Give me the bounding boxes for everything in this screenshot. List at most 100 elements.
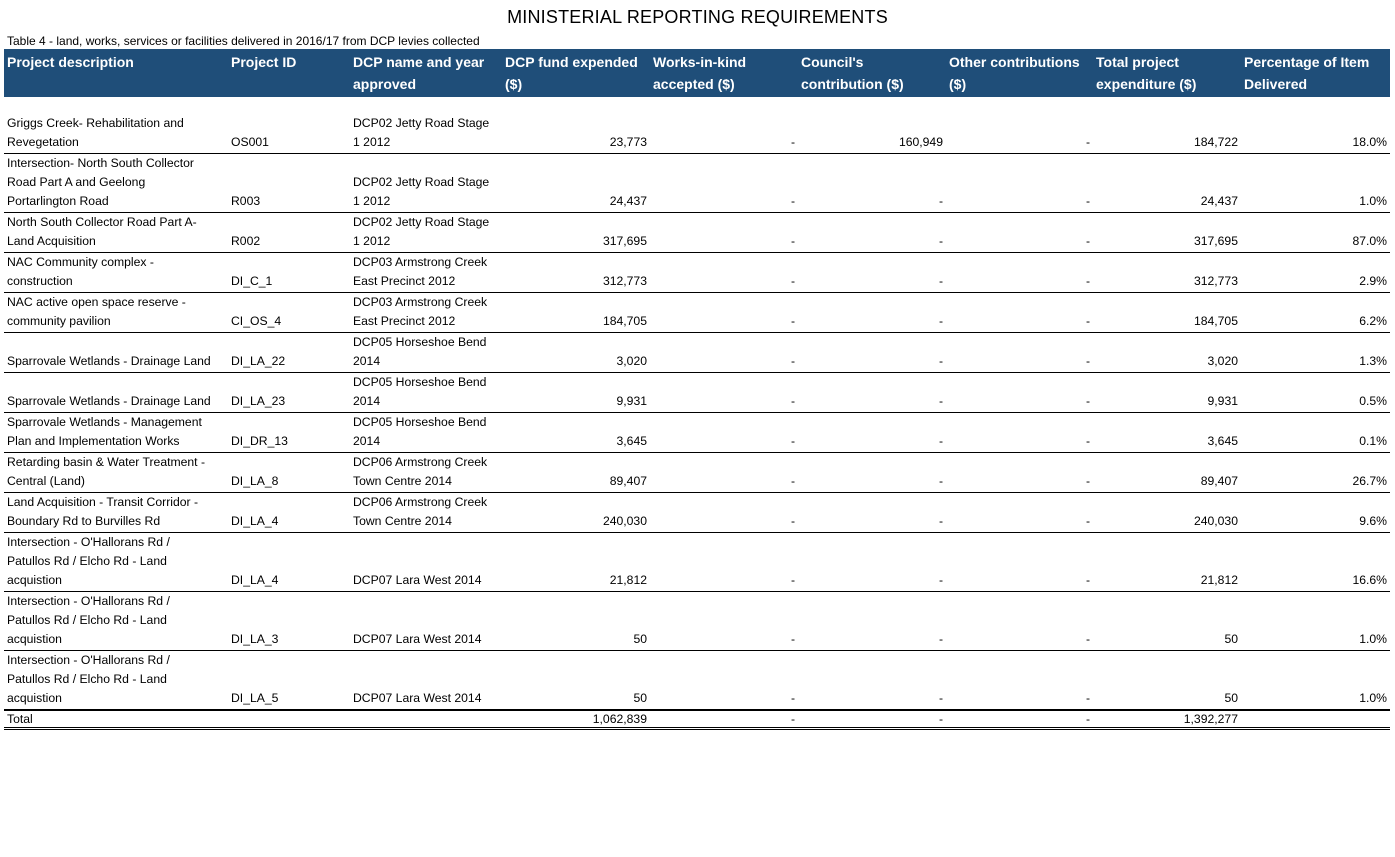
header-project-description: Project description xyxy=(4,49,228,97)
table-row: Sparrovale Wetlands - Drainage Land DI_LA… xyxy=(4,332,1390,373)
works-in-kind-cell: - xyxy=(650,532,798,592)
project-id-cell: R002 xyxy=(228,212,350,253)
table-header-row: Project description Project ID DCP name … xyxy=(4,49,1390,97)
dcp-name-cell: DCP06 Armstrong Creek Town Centre 2014 xyxy=(350,492,502,533)
dcp-fund-cell: 23,773 xyxy=(502,114,650,154)
percentage-delivered-cell: 0.1% xyxy=(1241,412,1390,453)
dcp-name-cell: DCP06 Armstrong Creek Town Centre 2014 xyxy=(350,452,502,493)
council-contribution-cell: - xyxy=(798,153,946,213)
other-contributions-cell: - xyxy=(946,153,1093,213)
total-works-in-kind-cell: - xyxy=(650,709,798,730)
header-other-contributions: Other contributions ($) xyxy=(946,49,1093,97)
total-expenditure-cell: 50 xyxy=(1093,591,1241,651)
percentage-delivered-cell: 2.9% xyxy=(1241,252,1390,293)
council-contribution-cell: - xyxy=(798,492,946,533)
table-row: Sparrovale Wetlands - Drainage Land DI_LA… xyxy=(4,372,1390,413)
dcp-fund-cell: 9,931 xyxy=(502,372,650,413)
dcp-name-cell: DCP03 Armstrong Creek East Precinct 2012 xyxy=(350,252,502,293)
project-id-cell: DI_LA_5 xyxy=(228,650,350,711)
project-id-cell: OS001 xyxy=(228,114,350,154)
project-description-cell: Griggs Creek- Rehabilitation and Revegeta… xyxy=(4,114,228,154)
project-description-cell: Sparrovale Wetlands - Management Plan and… xyxy=(4,412,228,453)
works-in-kind-cell: - xyxy=(650,650,798,711)
dcp-fund-cell: 50 xyxy=(502,591,650,651)
table-row: Intersection- North South Collector Road … xyxy=(4,153,1390,213)
works-in-kind-cell: - xyxy=(650,252,798,293)
other-contributions-cell: - xyxy=(946,492,1093,533)
report-table: Project description Project ID DCP name … xyxy=(4,49,1390,730)
total-expenditure-cell: 9,931 xyxy=(1093,372,1241,413)
dcp-fund-cell: 184,705 xyxy=(502,292,650,333)
project-description-cell: Intersection - O'Hallorans Rd / Patullos … xyxy=(4,591,228,651)
works-in-kind-cell: - xyxy=(650,591,798,651)
total-expenditure-cell: 240,030 xyxy=(1093,492,1241,533)
percentage-delivered-cell: 1.0% xyxy=(1241,153,1390,213)
other-contributions-cell: - xyxy=(946,412,1093,453)
dcp-name-cell: DCP07 Lara West 2014 xyxy=(350,591,502,651)
table-row: Intersection - O'Hallorans Rd / Patullos … xyxy=(4,532,1390,592)
total-row: Total 1,062,839- - -1,392,277 xyxy=(4,709,1390,730)
dcp-fund-cell: 50 xyxy=(502,650,650,711)
council-contribution-cell: - xyxy=(798,591,946,651)
project-id-cell: DI_LA_22 xyxy=(228,332,350,373)
dcp-name-cell: DCP05 Horseshoe Bend 2014 xyxy=(350,372,502,413)
total-empty-cell xyxy=(350,709,502,730)
dcp-name-cell: DCP05 Horseshoe Bend 2014 xyxy=(350,412,502,453)
other-contributions-cell: - xyxy=(946,591,1093,651)
total-dcp-fund-cell: 1,062,839 xyxy=(502,709,650,730)
dcp-fund-cell: 3,020 xyxy=(502,332,650,373)
dcp-name-cell: DCP07 Lara West 2014 xyxy=(350,650,502,711)
percentage-delivered-cell: 0.5% xyxy=(1241,372,1390,413)
table-row: Griggs Creek- Rehabilitation and Revegeta… xyxy=(4,114,1390,154)
project-id-cell: DI_LA_4 xyxy=(228,492,350,533)
works-in-kind-cell: - xyxy=(650,372,798,413)
dcp-name-cell: DCP07 Lara West 2014 xyxy=(350,532,502,592)
works-in-kind-cell: - xyxy=(650,412,798,453)
council-contribution-cell: - xyxy=(798,252,946,293)
dcp-fund-cell: 24,437 xyxy=(502,153,650,213)
dcp-fund-cell: 312,773 xyxy=(502,252,650,293)
project-id-cell: DI_LA_4 xyxy=(228,532,350,592)
project-id-cell: DI_DR_13 xyxy=(228,412,350,453)
table-row: Land Acquisition - Transit Corridor - Bou… xyxy=(4,492,1390,533)
header-total-expenditure: Total project expenditure ($) xyxy=(1093,49,1241,97)
percentage-delivered-cell: 26.7% xyxy=(1241,452,1390,493)
works-in-kind-cell: - xyxy=(650,153,798,213)
council-contribution-cell: 160,949 xyxy=(798,114,946,154)
project-description-cell: Retarding basin & Water Treatment - Centr… xyxy=(4,452,228,493)
header-project-id: Project ID xyxy=(228,49,350,97)
dcp-name-cell: DCP03 Armstrong Creek East Precinct 2012 xyxy=(350,292,502,333)
project-id-cell: DI_LA_8 xyxy=(228,452,350,493)
header-dcp-fund: DCP fund expended ($) xyxy=(502,49,650,97)
total-expenditure-cell: 184,705 xyxy=(1093,292,1241,333)
project-description-cell: Intersection - O'Hallorans Rd / Patullos … xyxy=(4,532,228,592)
works-in-kind-cell: - xyxy=(650,114,798,154)
project-id-cell: DI_C_1 xyxy=(228,252,350,293)
council-contribution-cell: - xyxy=(798,372,946,413)
dcp-name-cell: DCP02 Jetty Road Stage 1 2012 xyxy=(350,114,502,154)
other-contributions-cell: - xyxy=(946,372,1093,413)
other-contributions-cell: - xyxy=(946,452,1093,493)
table-body: Griggs Creek- Rehabilitation and Revegeta… xyxy=(4,97,1390,730)
project-id-cell: R003 xyxy=(228,153,350,213)
header-council-contribution: Council's contribution ($) xyxy=(798,49,946,97)
total-expenditure-cell: 1,392,277 xyxy=(1093,709,1241,730)
table-row: Intersection - O'Hallorans Rd / Patullos … xyxy=(4,591,1390,651)
total-expenditure-cell: 312,773 xyxy=(1093,252,1241,293)
total-expenditure-cell: 50 xyxy=(1093,650,1241,711)
dcp-name-cell: DCP02 Jetty Road Stage 1 2012 xyxy=(350,212,502,253)
other-contributions-cell: - xyxy=(946,532,1093,592)
percentage-delivered-cell: 1.0% xyxy=(1241,650,1390,711)
percentage-delivered-cell: 6.2% xyxy=(1241,292,1390,333)
table-row: NAC active open space reserve - community… xyxy=(4,292,1390,333)
percentage-delivered-cell: 16.6% xyxy=(1241,532,1390,592)
council-contribution-cell: - xyxy=(798,332,946,373)
dcp-fund-cell: 89,407 xyxy=(502,452,650,493)
total-empty-cell xyxy=(228,709,350,730)
other-contributions-cell: - xyxy=(946,212,1093,253)
project-description-cell: North South Collector Road Part A- Land A… xyxy=(4,212,228,253)
council-contribution-cell: - xyxy=(798,532,946,592)
other-contributions-cell: - xyxy=(946,650,1093,711)
percentage-delivered-cell: 18.0% xyxy=(1241,114,1390,154)
page-title: MINISTERIAL REPORTING REQUIREMENTS xyxy=(507,7,888,27)
